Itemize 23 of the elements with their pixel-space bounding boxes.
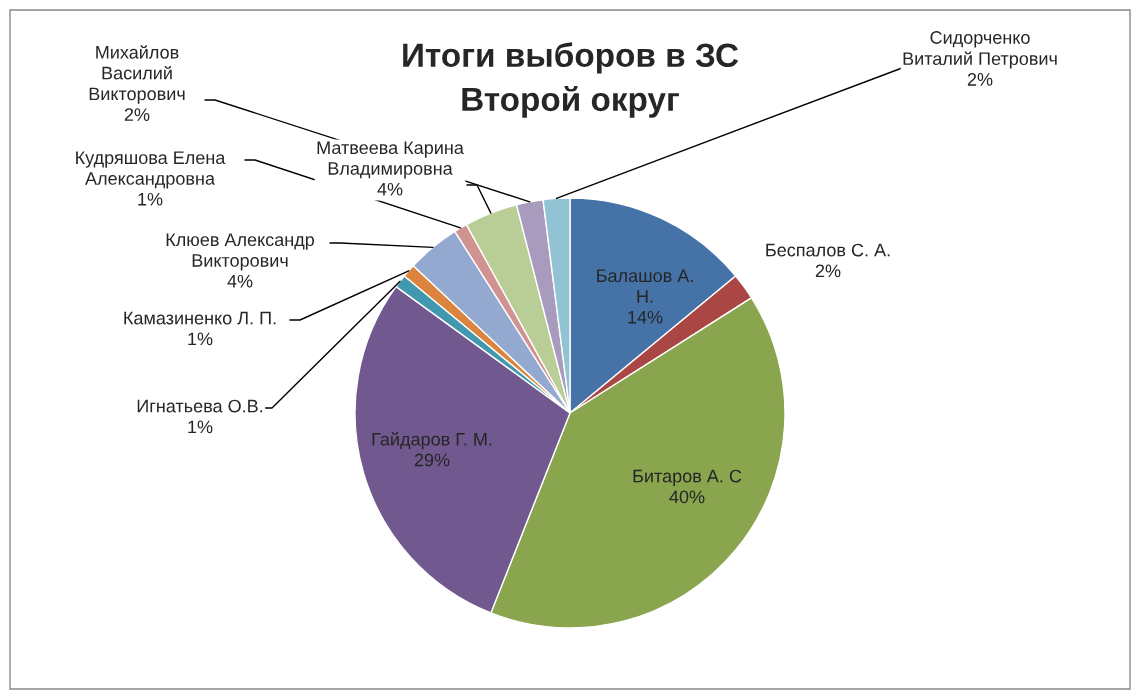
slice-label: Балашов А. Н. <box>597 269 693 303</box>
slice-label: Сидорченко Виталий Петрович <box>903 31 1057 69</box>
data-label: 29% <box>414 453 450 467</box>
data-label: 1% <box>138 192 163 206</box>
data-label: 14% <box>628 310 663 324</box>
text: Итоги выборов в ЗС Второй округ <box>403 42 739 118</box>
data-label: 4% <box>377 182 403 196</box>
slice-label: Матвеева Карина Владимировна <box>317 141 464 179</box>
slice-label: Игнатьева О.В. <box>137 399 263 413</box>
data-label: 1% <box>188 420 213 434</box>
slice-label: Гайдаров Г. М. <box>372 432 492 450</box>
slice-label: Михайлов Василий Викторович <box>89 45 185 104</box>
slice-label: Клюев Александр Викторович <box>166 233 315 271</box>
data-label: 4% <box>227 274 253 288</box>
data-label: 2% <box>124 108 150 121</box>
slice-label: Кудряшова Елена Александровна <box>76 151 226 189</box>
slice-label: Камазиненко Л. П. <box>124 311 276 325</box>
data-label: 2% <box>815 264 841 278</box>
data-label: 2% <box>967 73 993 86</box>
data-label: 40% <box>669 490 705 504</box>
slice-label: Битаров А. С <box>633 469 742 487</box>
slice-label: Беспалов С. А. <box>766 243 890 257</box>
data-label: 1% <box>188 332 213 346</box>
